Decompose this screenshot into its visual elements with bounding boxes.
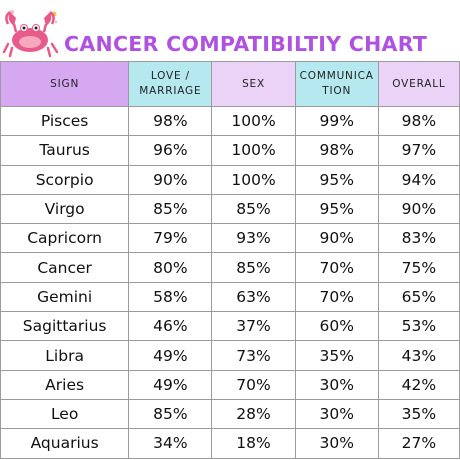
love-cell: 46%	[128, 311, 213, 342]
overall-cell: 75%	[377, 252, 460, 283]
table-row: Aquarius 34% 18% 30% 27%	[0, 428, 460, 459]
cancer-crab-icon	[2, 4, 62, 60]
sex-cell: 93%	[211, 223, 296, 254]
header-label: OVERALL	[392, 77, 446, 90]
sign-cell: Gemini	[0, 281, 130, 313]
table-row: Gemini 58% 63% 70% 65%	[0, 281, 460, 313]
header-label: TION	[322, 85, 352, 97]
table-row: Pisces 98% 100% 99% 98%	[0, 105, 460, 137]
overall-cell: 43%	[377, 340, 460, 371]
love-cell: 58%	[128, 281, 213, 313]
sign-cell: Capricorn	[0, 223, 130, 254]
love-cell: 49%	[128, 340, 213, 371]
communication-cell: 70%	[294, 281, 379, 313]
communication-cell: 98%	[294, 135, 379, 166]
love-cell: 79%	[128, 223, 213, 254]
overall-cell: 97%	[377, 135, 460, 166]
sign-cell: Leo	[0, 398, 130, 430]
header-label: MARRIAGE	[139, 85, 202, 97]
overall-cell: 94%	[377, 164, 460, 195]
communication-cell: 30%	[294, 428, 379, 459]
sign-cell: Pisces	[0, 105, 130, 137]
overall-cell: 98%	[377, 105, 460, 137]
sign-cell: Cancer	[0, 252, 130, 283]
table-row: Taurus 96% 100% 98% 97%	[0, 135, 460, 166]
compatibility-table: SIGN LOVE / MARRIAGE SEX COMMUNICA TION …	[0, 61, 460, 459]
column-header-love-marriage: LOVE / MARRIAGE	[128, 61, 213, 107]
sign-cell: Aquarius	[0, 428, 130, 459]
table-row: Cancer 80% 85% 70% 75%	[0, 252, 460, 283]
sex-cell: 85%	[211, 252, 296, 283]
sign-cell: Sagittarius	[0, 311, 130, 342]
love-cell: 85%	[128, 398, 213, 430]
sex-cell: 63%	[211, 281, 296, 313]
love-cell: 80%	[128, 252, 213, 283]
header-label: SIGN	[50, 77, 80, 90]
communication-cell: 35%	[294, 340, 379, 371]
chart-header: CANCER COMPATIBILTIY CHART	[0, 0, 460, 62]
overall-cell: 65%	[377, 281, 460, 313]
page-title: CANCER COMPATIBILTIY CHART	[64, 32, 428, 56]
sign-cell: Scorpio	[0, 164, 130, 195]
table-row: Capricorn 79% 93% 90% 83%	[0, 223, 460, 254]
communication-cell: 60%	[294, 311, 379, 342]
communication-cell: 30%	[294, 398, 379, 430]
overall-cell: 42%	[377, 369, 460, 400]
communication-cell: 95%	[294, 164, 379, 195]
column-header-communication: COMMUNICA TION	[294, 61, 379, 107]
sign-cell: Aries	[0, 369, 130, 400]
communication-cell: 70%	[294, 252, 379, 283]
table-row: Virgo 85% 85% 95% 90%	[0, 193, 460, 225]
table-row: Leo 85% 28% 30% 35%	[0, 398, 460, 430]
communication-cell: 30%	[294, 369, 379, 400]
header-label: COMMUNICA	[299, 70, 374, 82]
overall-cell: 90%	[377, 193, 460, 225]
table-row: Aries 49% 70% 30% 42%	[0, 369, 460, 400]
love-cell: 98%	[128, 105, 213, 137]
sex-cell: 28%	[211, 398, 296, 430]
communication-cell: 99%	[294, 105, 379, 137]
sex-cell: 18%	[211, 428, 296, 459]
overall-cell: 27%	[377, 428, 460, 459]
column-header-overall: OVERALL	[377, 61, 460, 107]
sex-cell: 85%	[211, 193, 296, 225]
overall-cell: 53%	[377, 311, 460, 342]
sign-cell: Virgo	[0, 193, 130, 225]
sign-cell: Taurus	[0, 135, 130, 166]
header-label: SEX	[242, 77, 265, 90]
table-row: Libra 49% 73% 35% 43%	[0, 340, 460, 371]
table-header-row: SIGN LOVE / MARRIAGE SEX COMMUNICA TION …	[0, 61, 460, 107]
header-label: LOVE /	[150, 70, 190, 82]
overall-cell: 35%	[377, 398, 460, 430]
sex-cell: 73%	[211, 340, 296, 371]
sex-cell: 37%	[211, 311, 296, 342]
sex-cell: 100%	[211, 164, 296, 195]
sex-cell: 100%	[211, 105, 296, 137]
communication-cell: 95%	[294, 193, 379, 225]
sex-cell: 70%	[211, 369, 296, 400]
communication-cell: 90%	[294, 223, 379, 254]
table-row: Sagittarius 46% 37% 60% 53%	[0, 311, 460, 342]
love-cell: 90%	[128, 164, 213, 195]
column-header-sign: SIGN	[0, 61, 130, 107]
sex-cell: 100%	[211, 135, 296, 166]
overall-cell: 83%	[377, 223, 460, 254]
love-cell: 49%	[128, 369, 213, 400]
love-cell: 96%	[128, 135, 213, 166]
sign-cell: Libra	[0, 340, 130, 371]
love-cell: 34%	[128, 428, 213, 459]
love-cell: 85%	[128, 193, 213, 225]
column-header-sex: SEX	[211, 61, 296, 107]
table-row: Scorpio 90% 100% 95% 94%	[0, 164, 460, 195]
